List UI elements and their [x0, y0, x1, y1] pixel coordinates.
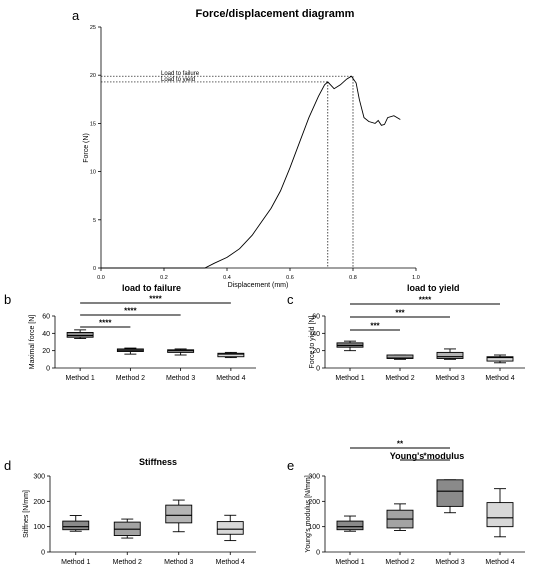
x-tick-label: Method 3 [166, 375, 195, 382]
box [436, 479, 464, 507]
x-tick-label: 0.4 [223, 275, 231, 281]
panel-letter: e [287, 458, 294, 473]
significance-label: ** [397, 440, 404, 449]
x-tick-label: Method 2 [116, 375, 145, 382]
y-tick-label: 10 [90, 170, 96, 176]
y-tick-label: 100 [33, 524, 45, 531]
y-tick-label: 20 [312, 348, 320, 355]
box [165, 504, 193, 524]
y-tick-label: 200 [33, 499, 45, 506]
significance-label: **** [124, 307, 137, 316]
panel-letter: d [4, 458, 11, 473]
y-tick-label: 0 [316, 366, 320, 373]
x-tick-label: Method 3 [435, 375, 464, 382]
y-tick-label: 0 [41, 550, 45, 557]
panel-a: a Force/displacement diagramm 0 5 10 15 20 25 0.… [72, 8, 460, 293]
y-tick-label: 5 [93, 218, 96, 224]
x-tick-label: Method 1 [61, 559, 90, 566]
y-tick-label: 40 [312, 331, 320, 338]
x-tick-label: Method 3 [164, 559, 193, 566]
y-tick-label: 25 [90, 25, 96, 31]
x-tick-label: Method 1 [335, 375, 364, 382]
box [336, 520, 364, 531]
y-tick-label: 0 [316, 550, 320, 557]
box [217, 352, 245, 358]
significance-label: **** [149, 295, 162, 304]
reference-label: Load to failure [161, 71, 200, 77]
annotation-load-to-yield: load to yield [407, 283, 460, 293]
y-tick-label: 60 [42, 314, 50, 321]
significance-label: * [423, 452, 427, 461]
y-tick-label: 40 [42, 331, 50, 338]
y-tick-label: 200 [308, 499, 320, 506]
x-tick-label: Method 3 [435, 559, 464, 566]
x-tick-label: Method 4 [216, 559, 245, 566]
y-tick-label: 0 [93, 266, 96, 272]
chart-title: Force/displacement diagramm [196, 8, 355, 20]
x-tick-label: 1.0 [412, 275, 420, 281]
x-tick-label: Method 2 [385, 375, 414, 382]
annotation-load-to-failure: load to failure [122, 283, 181, 293]
y-tick-label: 20 [42, 348, 50, 355]
panel-d: d Stiffness 0 100 200 300 Stiffnes [N/mm] Metho… [4, 457, 256, 566]
y-axis-label: Maximal force [N] [29, 315, 36, 370]
y-axis-label: Stiffnes [N/mm] [23, 490, 30, 538]
y-tick-label: 20 [90, 73, 96, 79]
y-tick-label: 60 [312, 314, 320, 321]
chart-title: Young's modulus [390, 451, 464, 461]
chart-title: Stiffness [139, 457, 177, 467]
y-tick-label: 15 [90, 121, 96, 127]
box [486, 356, 514, 362]
panel-letter: a [72, 8, 80, 23]
x-tick-label: 0.6 [286, 275, 294, 281]
x-axis-label: Displacement (mm) [228, 282, 289, 289]
y-tick-label: 300 [33, 474, 45, 481]
x-tick-label: Method 1 [66, 375, 95, 382]
x-tick-label: 0.8 [349, 275, 357, 281]
box [486, 502, 514, 528]
box [436, 351, 464, 359]
significance-label: *** [395, 309, 405, 318]
y-tick-label: 100 [308, 524, 320, 531]
y-tick-label: 0 [46, 366, 50, 373]
y-axis-label: Force (N) [83, 133, 90, 163]
x-tick-label: 0.2 [160, 275, 168, 281]
x-tick-label: 0.0 [97, 275, 105, 281]
significance-label: *** [370, 322, 380, 331]
x-tick-label: Method 4 [485, 375, 514, 382]
force-curve [101, 75, 401, 269]
x-tick-label: Method 2 [385, 559, 414, 566]
panel-b: b 0 20 40 60 Maximal force [N] Method 1 Method … [4, 292, 256, 382]
box [62, 520, 90, 531]
x-tick-label: Method 4 [216, 375, 245, 382]
significance-label: **** [99, 319, 112, 328]
x-tick-label: Method 1 [335, 559, 364, 566]
y-axis-label: Force to yield [N] [309, 315, 316, 368]
reference-label: Load to yield [161, 77, 195, 83]
panel-letter: c [287, 292, 294, 307]
panel-letter: b [4, 292, 11, 307]
y-tick-label: 300 [308, 474, 320, 481]
x-tick-label: Method 4 [485, 559, 514, 566]
x-tick-label: Method 2 [113, 559, 142, 566]
box [66, 332, 94, 338]
significance-label: **** [419, 296, 432, 305]
box [216, 521, 244, 535]
y-axis-label: Young's modulus [N/mm] [305, 475, 312, 552]
